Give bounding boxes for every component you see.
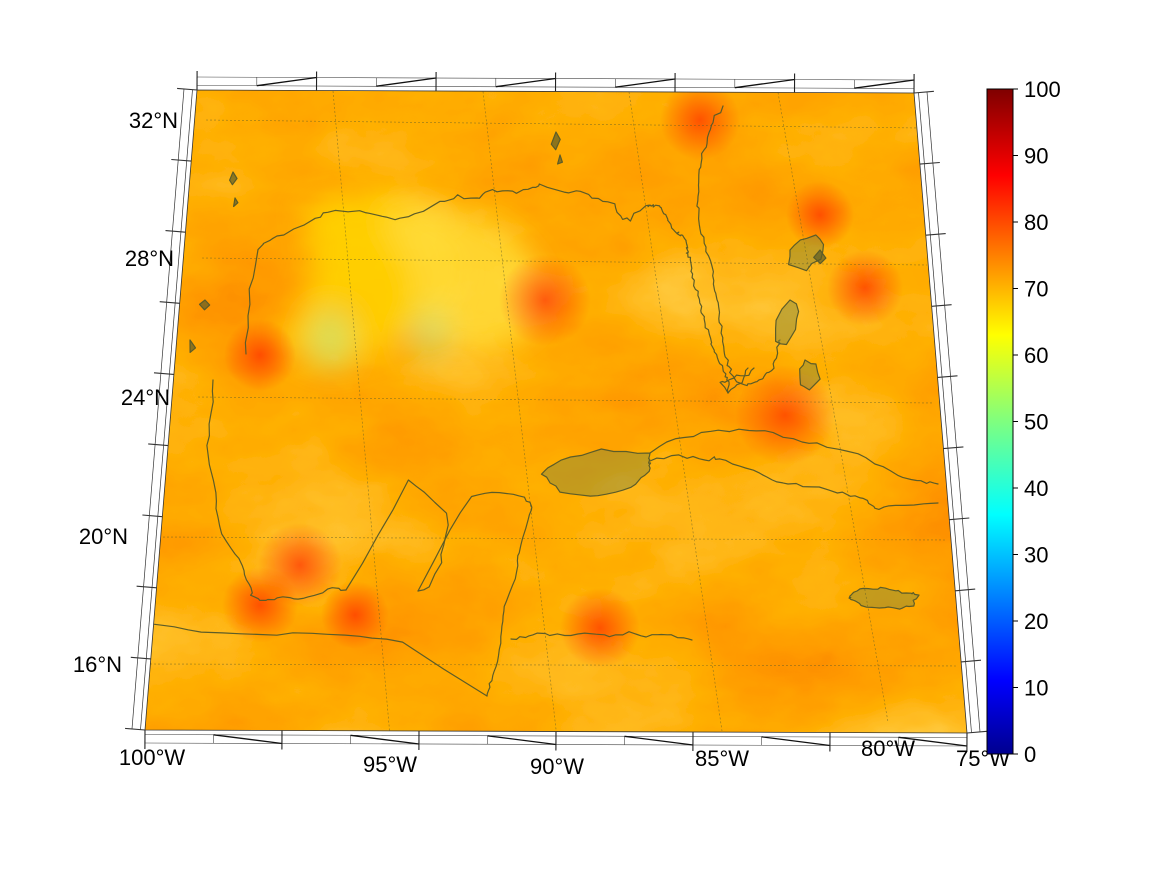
svg-text:10: 10 — [1024, 676, 1048, 701]
svg-text:32°N: 32°N — [129, 108, 178, 133]
svg-text:70: 70 — [1024, 277, 1048, 302]
svg-text:80°W: 80°W — [861, 736, 915, 761]
svg-text:100°W: 100°W — [119, 745, 186, 770]
svg-text:95°W: 95°W — [363, 752, 417, 777]
svg-text:40: 40 — [1024, 476, 1048, 501]
svg-text:16°N: 16°N — [73, 652, 122, 677]
svg-text:90: 90 — [1024, 144, 1048, 169]
svg-text:24°N: 24°N — [121, 385, 170, 410]
svg-text:100: 100 — [1024, 77, 1061, 102]
svg-text:20°N: 20°N — [79, 524, 128, 549]
svg-text:80: 80 — [1024, 210, 1048, 235]
svg-text:30: 30 — [1024, 543, 1048, 568]
svg-text:20: 20 — [1024, 609, 1048, 634]
svg-text:50: 50 — [1024, 410, 1048, 435]
svg-text:90°W: 90°W — [530, 754, 584, 779]
svg-text:0: 0 — [1024, 742, 1036, 767]
svg-text:60: 60 — [1024, 343, 1048, 368]
svg-text:28°N: 28°N — [125, 246, 174, 271]
svg-text:85°W: 85°W — [695, 746, 749, 771]
